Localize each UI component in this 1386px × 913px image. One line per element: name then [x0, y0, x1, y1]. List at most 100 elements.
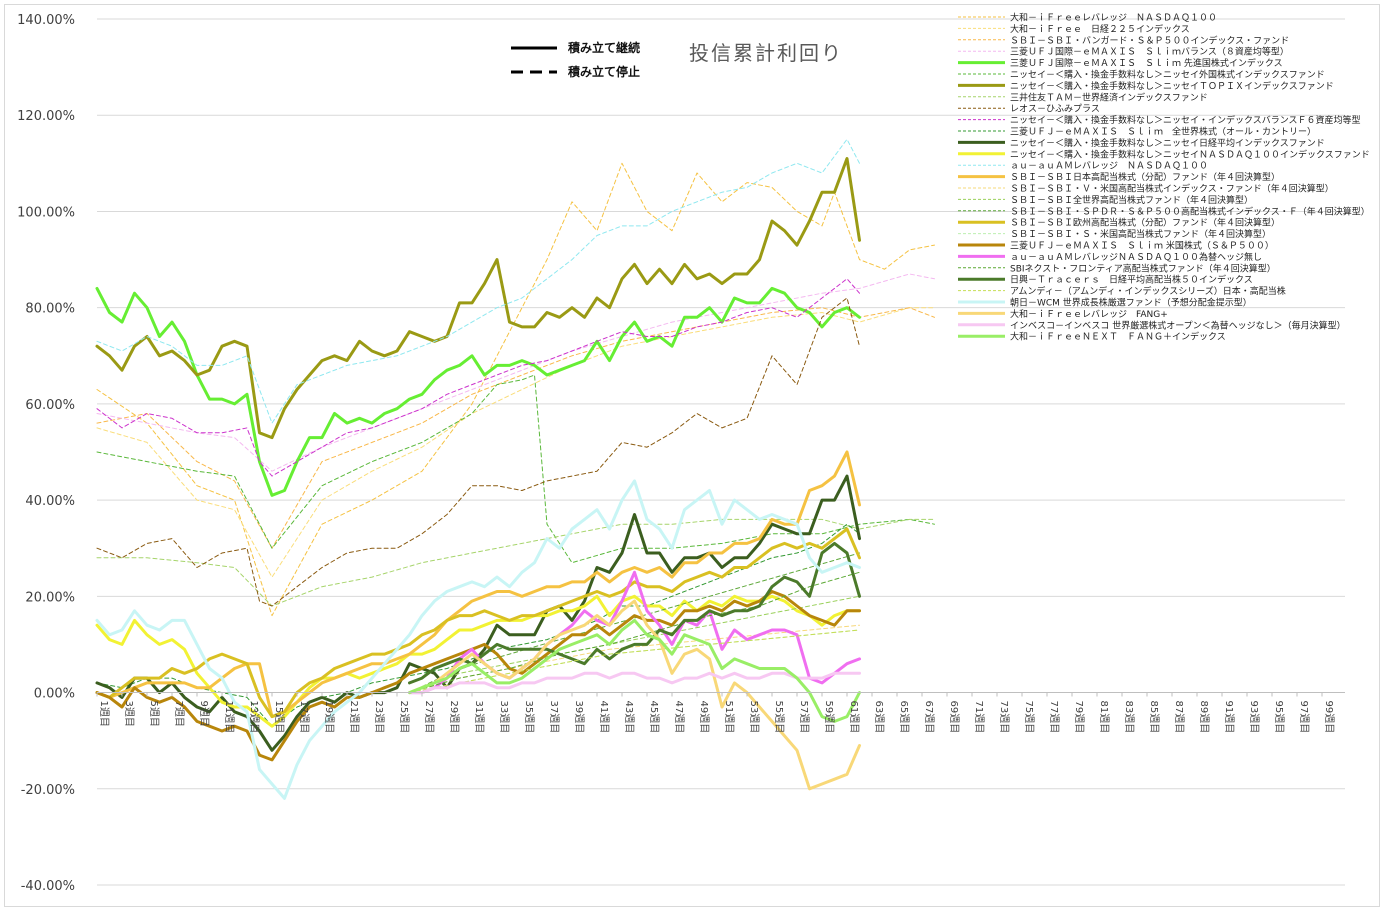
x-tick-label: 73週目: [998, 701, 1010, 734]
legend-label: 三井住友ＴＡＭ－世界経済インデックスファンド: [1010, 91, 1208, 103]
x-tick-label: 83週目: [1123, 701, 1135, 734]
series-line: [96, 307, 935, 578]
grid-layer: [97, 18, 1345, 886]
y-tick-label: 120.00%: [17, 109, 75, 124]
series-line: [96, 523, 860, 727]
legend-label: ニッセイ－＜購入・換金手数料なし＞ニッセイ外国株式インデックスファンド: [1010, 69, 1325, 81]
x-tick-label: 97週目: [1298, 701, 1310, 734]
series-line: [95, 527, 861, 719]
x-tick-label: 7週目: [173, 701, 185, 727]
series-line: [95, 157, 861, 440]
chart-svg: 140.00% 120.00% 100.00% 80.00% 60.00% 40.00% 2…: [17, 12, 1370, 895]
legend-label: 三菱ＵＦＪ－ｅＭＡＸＩＳ Ｓｌｉｍ 全世界株式（オール・カントリー）: [1010, 126, 1316, 138]
x-tick-label: 31週目: [473, 701, 485, 734]
x-tick-label: 67週目: [923, 701, 935, 734]
legend-label: インベスコ－インベスコ 世界厳選株式オープン＜為替ヘッジなし＞（毎月決算型）: [1010, 319, 1346, 331]
chart-frame: 140.00% 120.00% 100.00% 80.00% 60.00% 40.00% 2…: [4, 4, 1380, 907]
x-tick-label: 23週目: [373, 701, 385, 734]
x-tick-label: 63週目: [873, 701, 885, 734]
x-tick-label: 15週目: [273, 701, 285, 734]
legend-label: 大和－ｉＦｒｅｅ 日経２２５インデックス: [1010, 23, 1190, 35]
x-tick-label: 13週目: [248, 701, 260, 734]
series-line: [96, 278, 860, 477]
x-tick-label: 27週目: [423, 701, 435, 734]
x-tick-label: 95週目: [1273, 701, 1285, 734]
series-line: [409, 629, 860, 694]
y-tick-label: 40.00%: [25, 494, 75, 509]
y-tick-label: 80.00%: [25, 302, 75, 317]
legend-label: ａｕ－ａｕＡＭレバレッジ ＮＡＳＤＡＱ１００: [1010, 161, 1208, 172]
x-tick-label: 39週目: [573, 701, 585, 734]
x-tick-label: 61週目: [848, 701, 860, 734]
x-tick-label: 19週目: [323, 701, 335, 734]
legend-label: ニッセイ－＜購入・換金手数料なし＞ニッセイＮＡＳＤＡＱ１００インデックスファンド: [1010, 148, 1370, 160]
x-tick-label: 3週目: [123, 701, 135, 727]
y-axis: 140.00% 120.00% 100.00% 80.00% 60.00% 40.00% 2…: [17, 13, 75, 894]
x-tick-label: 91週目: [1223, 701, 1235, 734]
x-tick-label: 79週目: [1073, 701, 1085, 734]
series-layer: [95, 138, 935, 800]
x-tick-label: 37週目: [548, 701, 560, 734]
series-line: [95, 590, 861, 762]
series-line: [95, 594, 861, 728]
style-key-label: 積み立て継続: [567, 40, 640, 55]
legend-label: レオス－ひふみプラス: [1010, 104, 1100, 115]
series-line: [408, 618, 861, 723]
legend-label: ＳＢＩ－ＳＢＩ・Ｓ・米国高配当株式ファンド（年４回決算型）: [1010, 228, 1271, 240]
x-tick-label: 5週目: [148, 701, 160, 727]
x-tick-label: 65週目: [898, 701, 910, 734]
x-tick-label: 21週目: [348, 701, 360, 734]
legend-label: 三菱ＵＦＪ国際－ｅＭＡＸＩＳ Ｓｌｉｍ 先進国株式インデックス: [1010, 57, 1283, 69]
x-tick-label: 1週目: [98, 701, 110, 727]
series-line: [95, 286, 861, 497]
x-tick-label: 53週目: [748, 701, 760, 734]
legend-label: 大和－ｉＦｒｅｅＮＥＸＴ ＦＡＮＧ＋インデックス: [1010, 331, 1226, 343]
y-tick-label: -40.00%: [21, 879, 75, 894]
legend-label: ＳＢＩ－ＳＢＩ日本高配当株式（分配）ファンド（年４回決算型）: [1010, 171, 1280, 183]
x-tick-label: 81週目: [1098, 701, 1110, 734]
series-line: [95, 450, 861, 719]
legend-label: ＳＢＩ－ＳＢＩ欧州高配当株式（分配）ファンド（年４回決算型）: [1010, 217, 1280, 229]
x-tick-label: 33週目: [498, 701, 510, 734]
x-tick-label: 59週目: [823, 701, 835, 734]
y-tick-label: 60.00%: [25, 398, 75, 413]
x-tick-label: 77週目: [1048, 701, 1060, 734]
legend-label: ＳＢＩ－ＳＢＩ・ＳＰＤＲ・Ｓ＆Ｐ５００高配当株式インデックス・Ｆ（年４回決算型）: [1010, 205, 1370, 217]
legend-label: 大和－ｉＦｒｅｅレバレッジ ＮＡＳＤＡＱ１００: [1010, 12, 1217, 24]
legend-label: SBIネクスト・フロンティア高配当株式ファンド（年４回決算型）: [1010, 262, 1276, 274]
series-line: [96, 273, 935, 472]
legend-label: 大和－ｉＦｒｅｅレバレッジ FANG+: [1010, 308, 1168, 320]
x-tick-label: 55週目: [773, 701, 785, 734]
y-tick-label: -20.00%: [21, 783, 75, 798]
x-tick-label: 57週目: [798, 701, 810, 734]
series-line: [96, 518, 935, 607]
series-line: [408, 599, 861, 791]
x-tick-label: 75週目: [1023, 701, 1035, 734]
x-tick-label: 85週目: [1148, 701, 1160, 734]
legend-label: 三菱ＵＦＪ－ｅＭＡＸＩＳ Ｓｌｉｍ 米国株式（Ｓ＆Ｐ５００）: [1010, 240, 1274, 252]
series-line: [409, 595, 860, 694]
legend-label: ＳＢＩ－ＳＢＩ全世界高配当株式ファンド（年４回決算型）: [1010, 194, 1253, 206]
x-axis: 1週目 3週目 5週目 7週目 9週目 11週目 13週目 15週目 17週目 19週目 21週目 2…: [96, 692, 1345, 734]
x-tick-label: 49週目: [698, 701, 710, 734]
series-line: [408, 541, 861, 685]
legend-label: ＳＢＩ－ＳＢＩ・Ｖ・米国高配当株式インデックス・ファンド（年４回決算型）: [1010, 183, 1334, 195]
x-tick-label: 29週目: [448, 701, 460, 734]
legend-label: アムンディ－（アムンディ・インデックスシリーズ）日本・高配当株: [1010, 285, 1286, 297]
y-tick-label: 20.00%: [25, 590, 75, 605]
legend-label: 日興－Ｔｒａｃｅｒｓ 日経平均高配当株５０インデックス: [1010, 274, 1253, 286]
x-tick-label: 35週目: [523, 701, 535, 734]
series-line: [96, 307, 935, 549]
y-tick-label: 100.00%: [17, 205, 75, 220]
series-line: [409, 552, 860, 694]
x-tick-label: 89週目: [1198, 701, 1210, 734]
x-tick-label: 99週目: [1323, 701, 1335, 734]
x-tick-label: 45週目: [648, 701, 660, 734]
legend-label: ＳＢＩ－ＳＢＩ・バンガード・Ｓ＆Ｐ５００インデックス・ファンド: [1010, 34, 1289, 46]
x-tick-label: 41週目: [598, 701, 610, 734]
y-tick-label: 0.00%: [34, 687, 75, 702]
x-tick-label: 9週目: [198, 701, 210, 727]
y-tick-label: 140.00%: [17, 13, 75, 28]
